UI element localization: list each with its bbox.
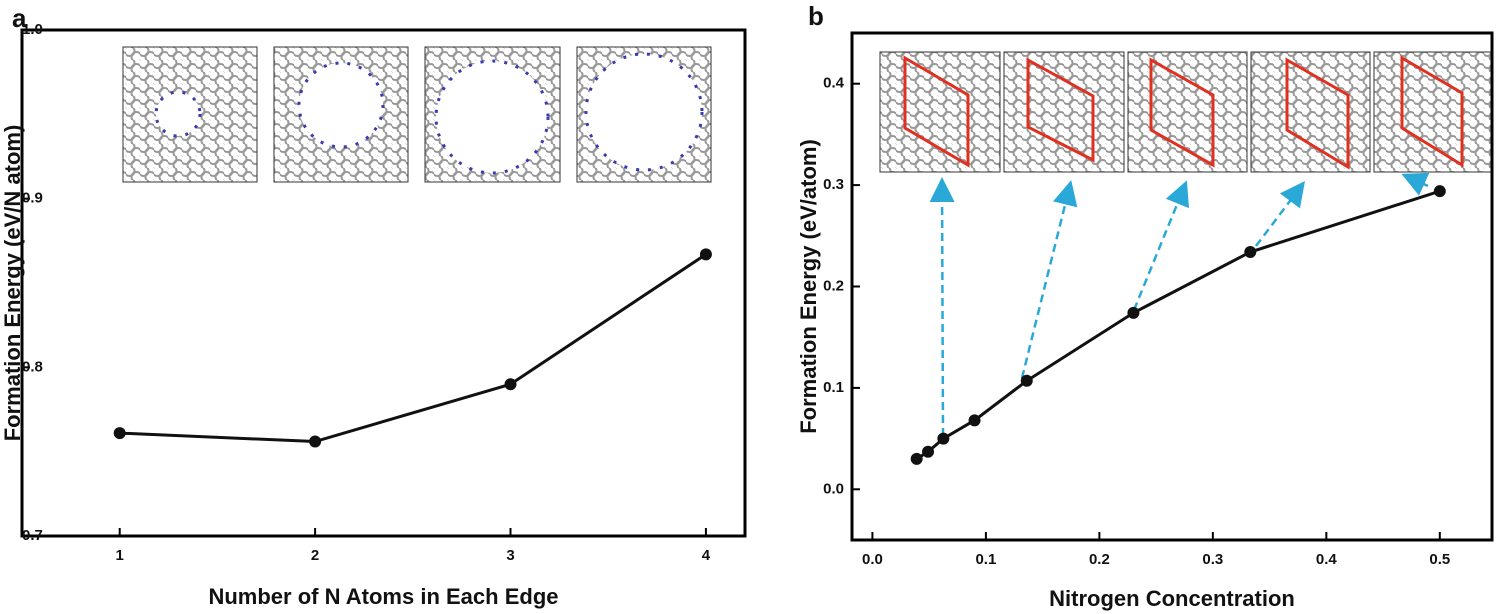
arrows	[929, 172, 1430, 437]
plot-frame	[20, 28, 747, 538]
data-point	[1127, 306, 1140, 319]
data-point	[1244, 246, 1257, 259]
x-axis-label: Nitrogen Concentration	[1049, 586, 1295, 611]
y-tick-label: 0.0	[823, 480, 844, 497]
data-point	[1433, 185, 1446, 198]
x-tick-label: 3	[506, 547, 514, 564]
y-tick-label: 1.0	[22, 21, 43, 38]
data-line	[915, 189, 1441, 461]
data-point	[309, 435, 322, 448]
panel-label: b	[808, 1, 824, 31]
y-tick-label: 0.8	[22, 358, 43, 375]
y-tick-label: 0.1	[823, 379, 844, 396]
data-point	[113, 427, 126, 440]
y-axis-label: Formation Energy (eV/N atom)	[0, 125, 25, 442]
x-tick-label: 0.0	[862, 551, 883, 568]
x-tick-label: 2	[311, 547, 319, 564]
x-tick-label: 0.4	[1316, 551, 1338, 568]
y-tick-label: 0.9	[22, 190, 43, 207]
y-tick-label: 0.7	[22, 527, 43, 544]
y-tick-label: 0.4	[823, 75, 845, 92]
y-tick-label: 0.3	[823, 176, 844, 193]
x-tick-label: 0.1	[975, 551, 996, 568]
y-axis-label: Formation Energy (eV/atom)	[796, 139, 821, 434]
x-tick-label: 0.2	[1089, 551, 1110, 568]
x-tick-label: 1	[116, 547, 124, 564]
data-point	[937, 432, 950, 445]
insets-b	[879, 51, 1493, 173]
x-tick-label: 4	[702, 547, 711, 564]
x-tick-label: 0.3	[1202, 551, 1223, 568]
panel-label: a	[12, 3, 27, 33]
data-point	[699, 248, 712, 261]
data-line	[119, 253, 707, 444]
data-point	[910, 452, 923, 465]
y-tick-label: 0.2	[823, 277, 844, 294]
data-point	[504, 378, 517, 391]
data-point	[1020, 374, 1033, 387]
data-point	[968, 414, 981, 427]
insets-a	[122, 46, 712, 183]
x-axis-label: Number of N Atoms in Each Edge	[208, 584, 558, 609]
data-point	[922, 445, 935, 458]
x-tick-label: 0.5	[1429, 551, 1450, 568]
